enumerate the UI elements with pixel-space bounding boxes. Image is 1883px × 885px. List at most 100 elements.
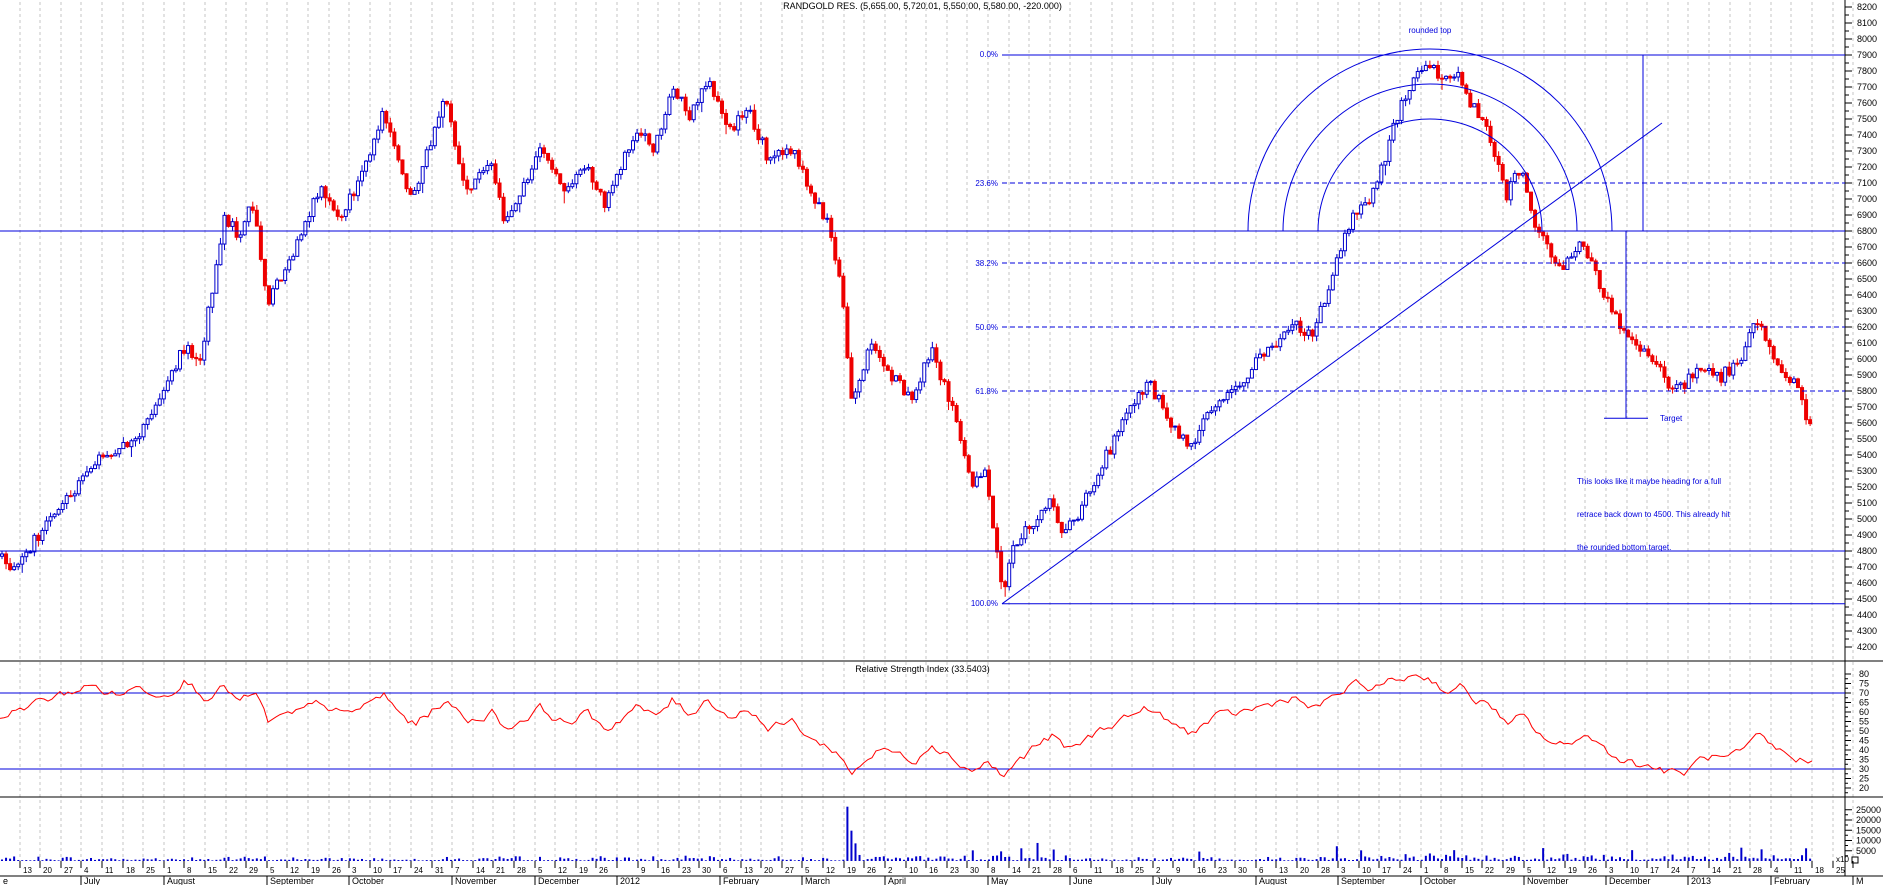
candle-body bbox=[153, 404, 158, 415]
candle-body bbox=[1472, 103, 1477, 108]
week-label: 31 bbox=[435, 866, 444, 875]
candle-body bbox=[1589, 257, 1594, 262]
candle-body bbox=[1132, 403, 1137, 407]
rounded-top-label: rounded top bbox=[1408, 26, 1452, 35]
week-label: 28 bbox=[1053, 866, 1062, 875]
rsi-axis-label: 45 bbox=[1859, 736, 1869, 746]
candle-body bbox=[121, 442, 126, 450]
price-axis-label: 6900 bbox=[1857, 210, 1877, 220]
candle-body bbox=[578, 169, 583, 175]
candle-body bbox=[1561, 265, 1566, 270]
candle-body bbox=[954, 405, 959, 423]
candle-body bbox=[424, 149, 429, 168]
candle-body bbox=[190, 345, 195, 358]
candle-body bbox=[1403, 98, 1408, 102]
week-label: 26 bbox=[867, 866, 876, 875]
candle-body bbox=[671, 88, 676, 98]
week-label: 3 bbox=[352, 866, 357, 875]
candle-body bbox=[440, 100, 445, 118]
candle-body bbox=[683, 96, 688, 112]
candle-body bbox=[497, 182, 502, 198]
week-label: 1 bbox=[167, 866, 172, 875]
week-label: 6 bbox=[1259, 866, 1264, 875]
candle-body bbox=[1310, 329, 1315, 337]
week-label: 15 bbox=[1465, 866, 1474, 875]
rounded-top-arc bbox=[1317, 118, 1543, 232]
candle-body bbox=[295, 239, 300, 257]
candle-body bbox=[525, 179, 530, 183]
candle-body bbox=[1225, 391, 1230, 401]
price-axis-label: 5900 bbox=[1857, 370, 1877, 380]
candle-body bbox=[635, 132, 640, 142]
week-label: 30 bbox=[970, 866, 979, 875]
candle-body bbox=[12, 566, 17, 571]
candle-body bbox=[1557, 262, 1562, 267]
candle-body bbox=[1407, 90, 1412, 100]
candle-body bbox=[1751, 323, 1756, 334]
candle-body bbox=[392, 131, 397, 147]
week-label: 26 bbox=[599, 866, 608, 875]
candle-body bbox=[1047, 498, 1052, 509]
candle-body bbox=[889, 369, 894, 382]
candle-body bbox=[582, 168, 587, 171]
candle-body bbox=[1763, 325, 1768, 341]
candle-body bbox=[626, 149, 631, 153]
candle-body bbox=[1249, 369, 1254, 379]
candle-body bbox=[291, 255, 296, 261]
week-label: 23 bbox=[1218, 866, 1227, 875]
candle-body bbox=[1282, 331, 1287, 340]
price-axis-label: 4600 bbox=[1857, 578, 1877, 588]
candle-body bbox=[1512, 172, 1517, 183]
candle-body bbox=[914, 389, 919, 401]
price-axis-label: 4900 bbox=[1857, 530, 1877, 540]
candle-body bbox=[505, 216, 510, 222]
candle-body bbox=[1435, 64, 1440, 79]
candle-body bbox=[1112, 435, 1117, 455]
candle-body bbox=[869, 343, 874, 351]
candle-body bbox=[691, 104, 696, 121]
candle-body bbox=[1573, 251, 1578, 258]
week-label: 30 bbox=[702, 866, 711, 875]
candle-body bbox=[84, 471, 89, 477]
candle-body bbox=[109, 454, 114, 457]
month-label: November bbox=[1527, 876, 1569, 885]
candle-body bbox=[88, 468, 93, 473]
candle-body bbox=[926, 359, 931, 364]
month-label: July bbox=[84, 876, 101, 885]
week-label: 8 bbox=[187, 866, 192, 875]
candle-body bbox=[918, 381, 923, 391]
week-label: 22 bbox=[1485, 866, 1494, 875]
candle-body bbox=[1800, 387, 1805, 401]
candle-body bbox=[1597, 270, 1602, 290]
candle-body bbox=[1496, 155, 1501, 165]
candle-body bbox=[562, 183, 567, 192]
week-label: 6 bbox=[1073, 866, 1078, 875]
candle-body bbox=[711, 81, 716, 97]
candle-body bbox=[861, 369, 866, 381]
price-axis-label: 7600 bbox=[1857, 98, 1877, 108]
candle-body bbox=[1019, 538, 1024, 546]
week-label: 14 bbox=[1012, 866, 1021, 875]
week-label: 28 bbox=[1321, 866, 1330, 875]
candle-body bbox=[1322, 302, 1327, 307]
candle-body bbox=[744, 110, 749, 118]
candle-body bbox=[64, 495, 69, 505]
candle-body bbox=[246, 206, 251, 223]
rsi-axis-label: 25 bbox=[1859, 774, 1869, 784]
candle-body bbox=[485, 164, 490, 172]
candle-body bbox=[1711, 368, 1716, 376]
week-label: 21 bbox=[1733, 866, 1742, 875]
candle-body bbox=[1618, 313, 1622, 330]
price-axis-label: 5700 bbox=[1857, 402, 1877, 412]
candle-body bbox=[655, 134, 660, 153]
candle-body bbox=[1727, 366, 1732, 376]
trendline bbox=[1001, 122, 1663, 605]
week-label: 30 bbox=[1238, 866, 1247, 875]
candle-body bbox=[1221, 399, 1226, 402]
candle-body bbox=[1448, 75, 1453, 79]
candle-body bbox=[157, 398, 162, 406]
candle-body bbox=[420, 166, 425, 184]
candle-body bbox=[728, 123, 733, 128]
candle-body bbox=[853, 391, 858, 399]
candle-body bbox=[125, 442, 130, 448]
